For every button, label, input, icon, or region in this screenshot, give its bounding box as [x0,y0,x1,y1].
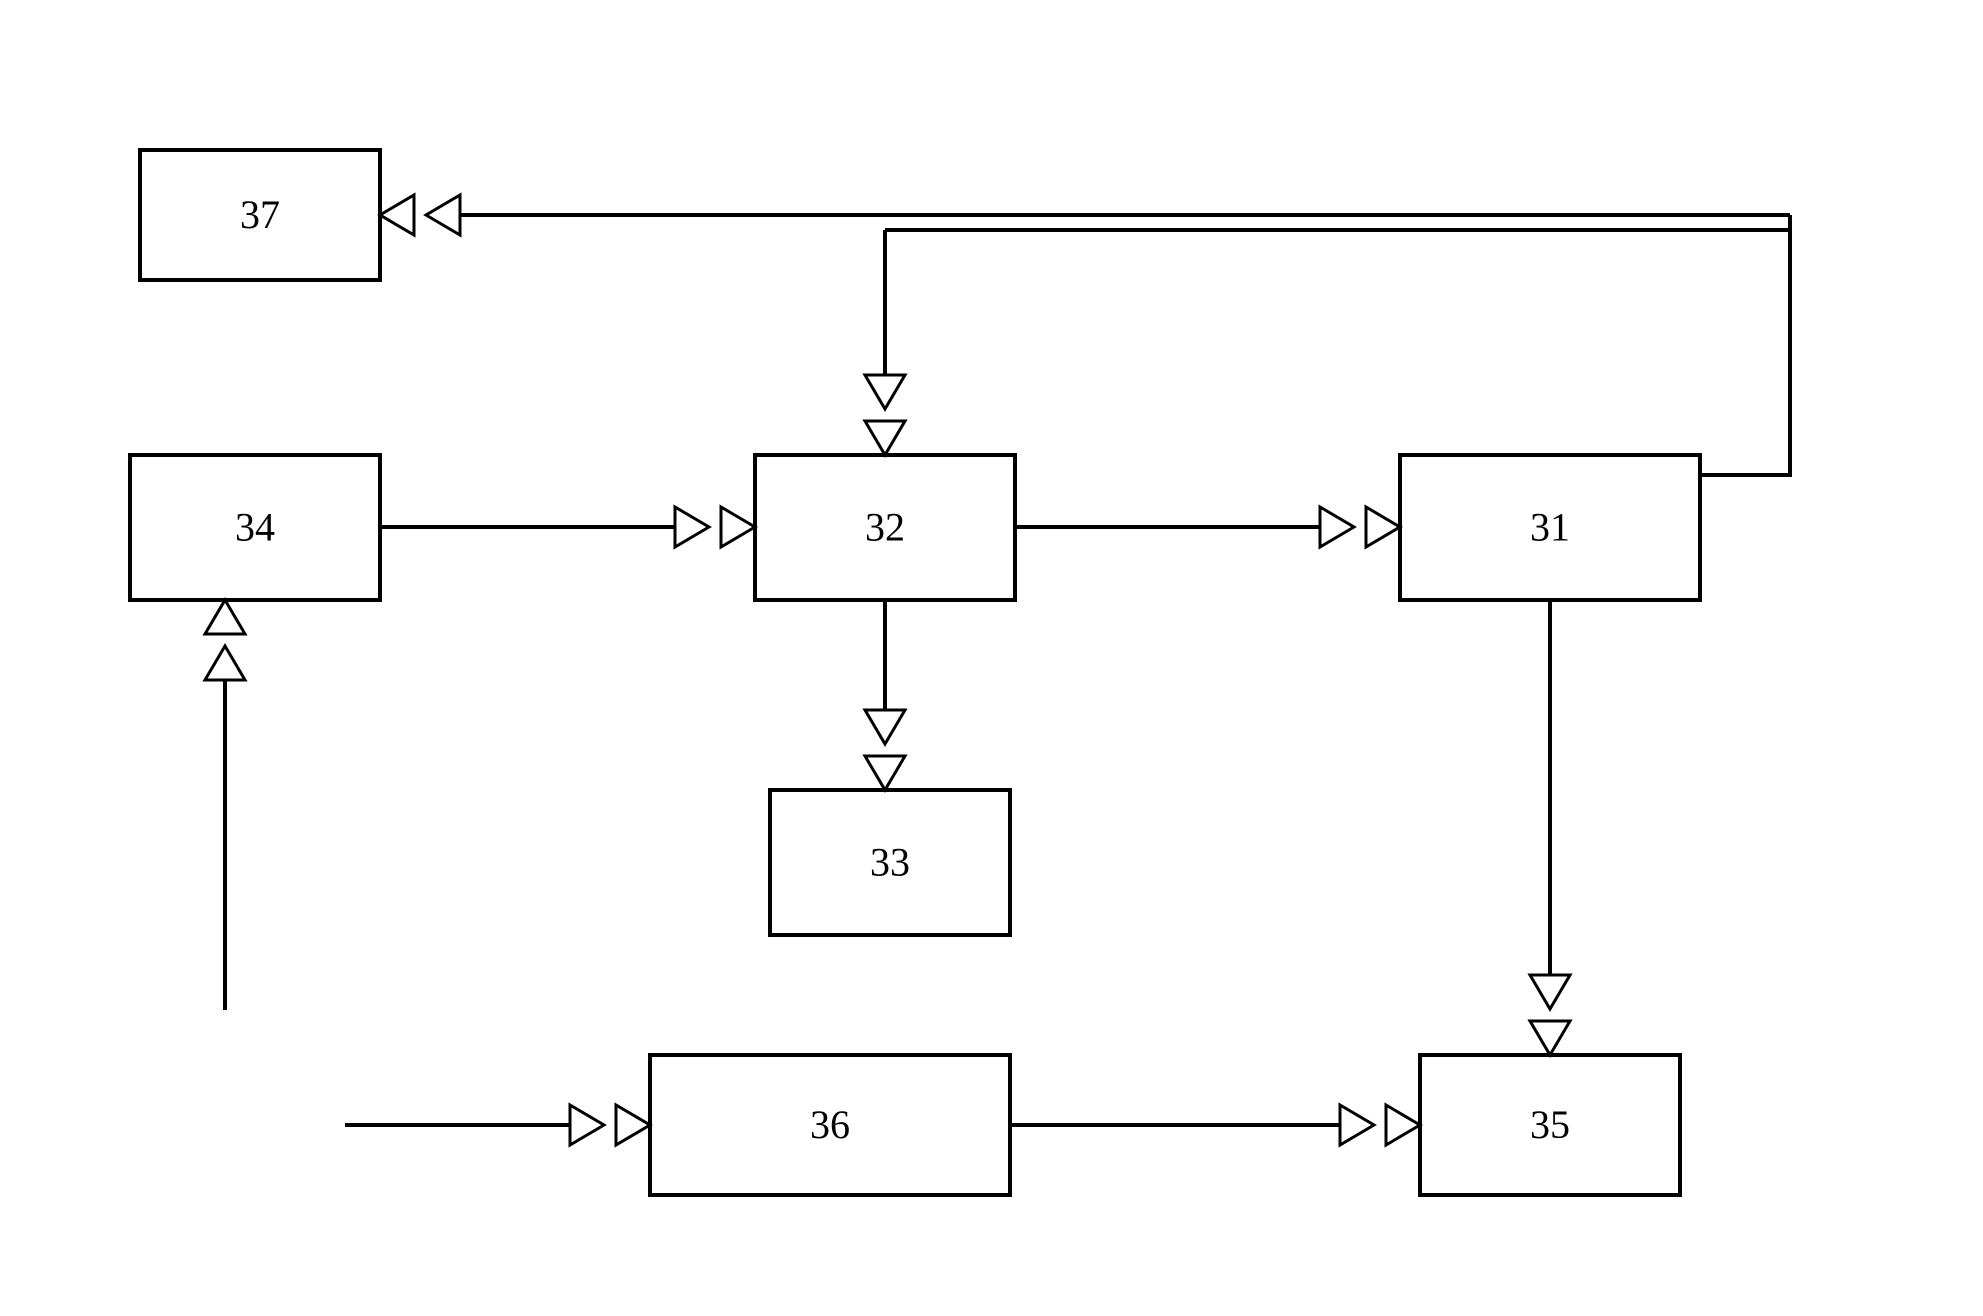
arrowhead [865,710,905,744]
arrowhead [1386,1105,1420,1145]
arrowhead [616,1105,650,1145]
arrowhead [205,646,245,680]
arrowhead [1320,507,1354,547]
arrowhead [1340,1105,1374,1145]
node-label-33: 33 [870,840,910,885]
arrowhead [675,507,709,547]
node-label-36: 36 [810,1102,850,1147]
arrowhead [865,756,905,790]
edge-31-loop [885,230,1790,475]
arrowhead [205,600,245,634]
arrowhead [570,1105,604,1145]
node-label-32: 32 [865,505,905,550]
arrowhead [865,421,905,455]
arrowhead [721,507,755,547]
arrowhead [865,375,905,409]
node-label-37: 37 [240,192,280,237]
arrowhead [1530,1021,1570,1055]
node-label-34: 34 [235,505,275,550]
node-label-31: 31 [1530,505,1570,550]
arrowhead [1530,975,1570,1009]
arrowhead [380,195,414,235]
node-label-35: 35 [1530,1102,1570,1147]
arrowhead [1366,507,1400,547]
arrowhead [426,195,460,235]
